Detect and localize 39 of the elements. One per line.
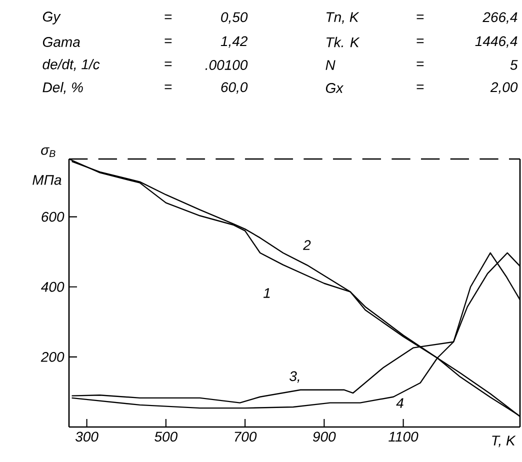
y-tick-label: 400 — [41, 282, 64, 292]
annotation: 4 — [396, 398, 404, 408]
text: 1446,4 — [475, 36, 518, 48]
x-tick-label: 500 — [154, 432, 178, 442]
text: Tn, K — [326, 12, 360, 24]
text: N — [326, 60, 336, 70]
text: 2,00 — [490, 82, 518, 94]
text: 5 — [510, 60, 518, 70]
text: = — [164, 38, 172, 44]
text: = — [416, 84, 424, 90]
x-tick-label: 300 — [75, 432, 98, 442]
text: 1,42 — [220, 36, 248, 48]
annotation: 3, — [290, 371, 300, 383]
text: = — [164, 84, 172, 90]
text: = — [416, 62, 424, 66]
text: .00100 — [205, 60, 248, 70]
y-tick-label: 600 — [42, 212, 64, 222]
text: Del, % — [42, 82, 83, 94]
x-tick-label: 700 — [234, 432, 257, 442]
x-axis-title: T, K — [492, 436, 516, 448]
annotation: 1 — [263, 288, 270, 298]
x-tick-label: 900 — [312, 432, 336, 442]
text: = — [416, 14, 424, 20]
y-axis-title: σ$_{B}$ — [41, 147, 56, 157]
text: 60,0 — [221, 82, 248, 94]
text: Gama — [42, 37, 80, 47]
text: = — [416, 38, 424, 44]
text: = — [164, 14, 172, 20]
text: МПа — [32, 175, 62, 185]
y-tick-label: 200 — [40, 352, 64, 362]
text: Tk. K — [326, 36, 360, 48]
text: = — [164, 62, 172, 66]
annotation: 2 — [303, 240, 311, 250]
text: Gy — [42, 12, 61, 24]
x-tick-label: 1100 — [388, 432, 418, 442]
text: de/dt, 1/c — [42, 59, 100, 71]
text: Gx — [326, 83, 344, 93]
text: 266,4 — [482, 12, 518, 24]
text: 0,50 — [221, 12, 248, 24]
